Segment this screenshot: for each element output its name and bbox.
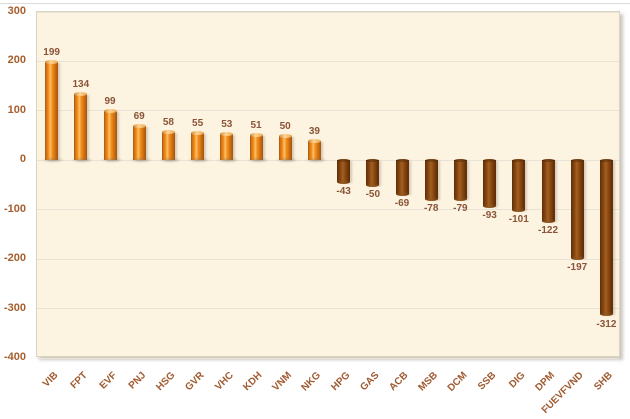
x-category-label-kdh: KDH — [241, 370, 265, 394]
value-label-msb: -78 — [423, 202, 439, 214]
bar-gas — [366, 159, 380, 187]
x-category-label-msb: MSB — [416, 370, 440, 394]
bar-hsg — [157, 129, 182, 163]
x-category-label-hsg: HSG — [154, 370, 178, 394]
x-category-label-vhc: VHC — [212, 370, 236, 393]
bar-acb — [395, 159, 409, 197]
x-category-label-dig: DIG — [507, 370, 528, 391]
y-tick-label-100: 100 — [7, 103, 26, 116]
x-category-label-acb: ACB — [387, 370, 411, 394]
x-category-label-hpg: HPG — [329, 370, 353, 394]
value-label-kdh: 51 — [250, 120, 262, 132]
gridline--300 — [37, 308, 619, 310]
x-category-label-dcm: DCM — [445, 370, 470, 394]
bar-pnj — [128, 124, 153, 164]
value-label-acb: -69 — [394, 198, 410, 210]
value-label-hpg: -43 — [336, 185, 351, 197]
bar-shb — [599, 159, 613, 317]
bar-msb — [424, 159, 438, 201]
bar-dcm — [453, 159, 467, 202]
bar-fuevfvnd — [570, 159, 584, 261]
plot-area: 199 134 99 69 58 55 53 51 50 39 -43 -50 -69 -78 -79 -93… — [36, 11, 620, 359]
bar-kdh — [245, 133, 270, 164]
y-tick-label-300: 300 — [7, 5, 26, 17]
bar-vnm — [274, 133, 299, 163]
bar-gvr — [187, 131, 212, 164]
x-category-label-gas: GAS — [358, 370, 382, 394]
gridline-300 — [37, 11, 619, 13]
value-label-fuevfvnd: -197 — [567, 261, 588, 273]
value-label-nkg: 39 — [308, 126, 320, 137]
value-label-vhc: 53 — [221, 119, 233, 131]
x-axis: VIB FPT EVF PNJ HSG GVR VHC KDH VNM NKG HPG GAS ACB M… — [0, 357, 630, 419]
bar-dig — [512, 159, 526, 213]
x-category-label-gvr: GVR — [183, 370, 207, 394]
y-tick-label--300: -300 — [3, 301, 26, 314]
x-category-label-fpt: FPT — [68, 370, 90, 392]
y-tick-label--400: -400 — [3, 351, 26, 363]
gridline--400 — [37, 357, 619, 359]
value-label-shb: -312 — [596, 318, 617, 330]
y-tick-label--100: -100 — [3, 202, 26, 215]
value-label-evf: 99 — [104, 96, 116, 108]
x-category-label-evf: EVF — [97, 370, 119, 392]
bar-vhc — [216, 132, 241, 164]
value-label-gvr: 55 — [192, 118, 204, 130]
x-category-label-ssb: SSB — [476, 370, 499, 393]
value-label-hsg: 58 — [162, 116, 174, 128]
y-axis: 300 200 100 0 -100 -200 -300 -400 — [0, 0, 28, 419]
y-tick-label-200: 200 — [7, 54, 26, 67]
gridline--100 — [37, 209, 619, 211]
bar-ssb — [483, 159, 497, 209]
x-category-label-shb: SHB — [592, 370, 616, 393]
bar-fpt — [70, 92, 95, 164]
y-tick-label--200: -200 — [3, 252, 26, 265]
gridline--200 — [37, 258, 619, 260]
value-label-ssb: -93 — [482, 210, 497, 222]
value-label-fpt: 134 — [72, 79, 90, 91]
value-label-dpm: -122 — [537, 224, 558, 236]
bar-dpm — [541, 159, 555, 223]
value-label-vib: 199 — [43, 46, 60, 58]
bar-vib — [41, 59, 66, 164]
y-tick-label-0: 0 — [19, 153, 26, 166]
chart-frame-top-border — [0, 3, 630, 4]
value-label-vnm: 50 — [279, 120, 291, 132]
x-category-label-pnj: PNJ — [126, 370, 148, 392]
gridline-0 — [37, 159, 619, 161]
x-category-label-vnm: VNM — [270, 370, 294, 394]
x-category-label-nkg: NKG — [299, 370, 324, 394]
bar-nkg — [303, 138, 328, 164]
bar-hpg — [337, 159, 351, 184]
x-category-label-dpm: DPM — [533, 370, 557, 394]
value-label-pnj: 69 — [133, 111, 145, 123]
value-label-dig: -101 — [508, 214, 529, 226]
value-label-dcm: -79 — [453, 203, 468, 215]
bar-evf — [99, 109, 124, 164]
x-category-label-vib: VIB — [40, 370, 61, 390]
value-label-gas: -50 — [365, 189, 381, 200]
gridline-200 — [37, 60, 619, 62]
gridline-100 — [37, 110, 619, 112]
